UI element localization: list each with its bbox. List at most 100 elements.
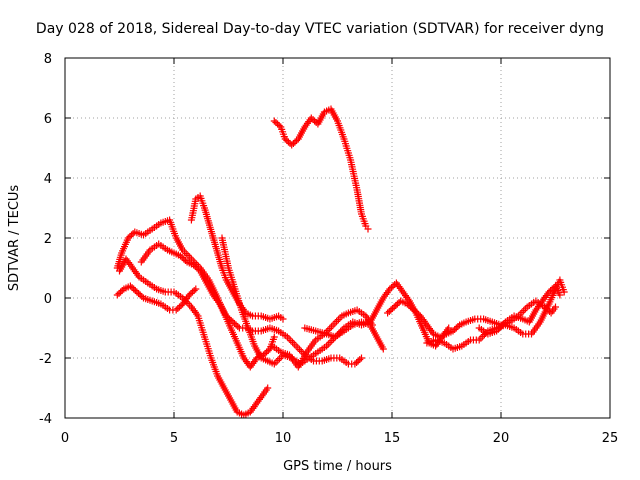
data-point-marker [234, 323, 242, 330]
data-point-marker [270, 117, 278, 125]
data-point-marker [181, 257, 189, 264]
data-point-marker [548, 285, 556, 293]
data-point-marker [545, 288, 553, 296]
data-point-marker [392, 302, 400, 309]
data-point-marker [311, 117, 319, 125]
data-point-marker [407, 303, 414, 311]
series-arc-8 [301, 279, 453, 350]
data-point-marker [193, 264, 201, 272]
series-arc-11 [475, 282, 564, 338]
data-point-marker [189, 288, 196, 296]
data-series [113, 105, 568, 419]
data-point-marker [560, 288, 568, 296]
data-point-marker [333, 317, 341, 325]
data-point-marker [129, 230, 137, 237]
x-tick-label: 20 [493, 431, 510, 446]
data-point-marker [231, 320, 238, 327]
series-arc-6 [218, 234, 387, 368]
data-point-marker [172, 306, 180, 314]
data-point-marker [410, 306, 418, 314]
series-arc-4 [137, 240, 365, 368]
data-point-marker [136, 291, 144, 299]
data-point-marker [222, 312, 230, 320]
data-point-marker [326, 325, 334, 333]
data-point-marker [408, 305, 416, 312]
axis-ticks: 0 5 10 15 20 25 -4 -2 0 2 4 6 8 [39, 52, 618, 446]
data-point-marker [283, 137, 291, 144]
data-point-marker [185, 291, 193, 299]
data-point-marker [232, 321, 240, 329]
data-point-marker [552, 303, 559, 311]
data-point-marker [133, 288, 141, 296]
data-point-marker [177, 252, 184, 260]
y-tick-label: -2 [39, 352, 52, 367]
data-point-marker [178, 254, 186, 261]
data-point-marker [284, 138, 292, 146]
data-point-marker [353, 359, 361, 366]
data-point-marker [389, 282, 397, 290]
data-point-marker [451, 326, 459, 333]
data-point-marker [180, 255, 188, 263]
data-point-marker [411, 308, 419, 315]
data-point-marker [226, 315, 234, 323]
data-point-marker [190, 261, 198, 269]
data-point-marker [272, 119, 280, 126]
data-point-marker [290, 340, 298, 348]
y-tick-label: 8 [44, 52, 52, 67]
data-point-marker [387, 306, 395, 314]
series-arc-12 [270, 105, 372, 233]
data-point-marker [389, 305, 396, 312]
data-point-marker [556, 291, 564, 299]
data-point-marker [285, 335, 293, 343]
y-tick-label: 6 [44, 112, 52, 127]
data-point-marker [126, 282, 134, 290]
data-point-marker [385, 308, 393, 315]
data-point-marker [309, 116, 317, 123]
y-tick-label: -4 [39, 412, 52, 427]
data-point-marker [292, 342, 300, 350]
data-point-marker [384, 309, 392, 317]
data-point-marker [174, 305, 182, 312]
data-point-marker [358, 354, 365, 362]
data-point-marker [274, 120, 282, 128]
data-point-marker [275, 122, 283, 129]
data-point-marker [264, 347, 272, 354]
data-point-marker [386, 285, 394, 293]
data-point-marker [128, 231, 135, 239]
data-point-marker [224, 314, 232, 321]
data-point-marker [334, 316, 342, 324]
data-point-marker [281, 135, 289, 143]
data-point-marker [117, 288, 125, 296]
data-point-marker [354, 357, 362, 365]
x-tick-label: 15 [384, 431, 401, 446]
x-tick-label: 5 [170, 431, 178, 446]
data-point-marker [296, 346, 304, 354]
data-point-marker [390, 303, 398, 311]
data-point-marker [128, 284, 136, 291]
data-point-marker [130, 285, 138, 293]
grid-lines [65, 58, 610, 418]
x-tick-label: 25 [602, 431, 619, 446]
y-axis-label: SDTVAR / TECUs [7, 185, 22, 292]
series-arc-7 [268, 306, 376, 371]
data-point-marker [176, 303, 183, 311]
data-point-marker [190, 287, 198, 294]
data-point-marker [518, 308, 526, 316]
data-point-marker [229, 318, 237, 326]
data-point-marker [327, 323, 335, 331]
data-point-marker [452, 324, 460, 332]
data-point-marker [405, 302, 413, 309]
data-point-marker [449, 327, 457, 335]
series-arc-3 [116, 255, 272, 419]
data-point-marker [454, 323, 462, 330]
data-point-marker [388, 284, 395, 291]
chart-title: Day 028 of 2018, Sidereal Day-to-day VTE… [36, 21, 604, 37]
data-point-marker [192, 285, 200, 293]
data-point-marker [351, 360, 359, 368]
data-point-marker [118, 287, 126, 294]
data-point-marker [356, 356, 364, 363]
y-tick-label: 2 [44, 232, 52, 247]
data-point-marker [331, 319, 339, 327]
y-tick-label: 0 [44, 292, 52, 307]
data-point-marker [191, 263, 199, 270]
